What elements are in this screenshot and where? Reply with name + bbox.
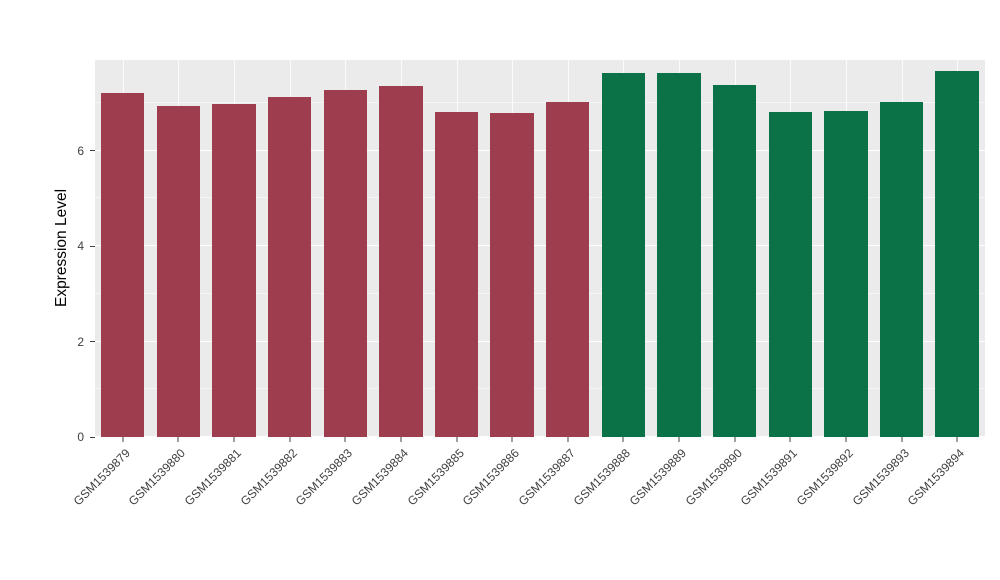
bar-GSM1539883	[323, 90, 367, 437]
plot-area	[95, 60, 985, 437]
x-tick-mark	[456, 437, 458, 442]
gridline-minor	[95, 197, 985, 199]
x-tick-label: GSM1539887	[515, 446, 578, 509]
y-tick-label: 2	[77, 334, 84, 349]
y-tick-mark	[90, 150, 95, 152]
gridline-major	[95, 245, 985, 247]
x-tick-mark	[845, 437, 847, 442]
bar-GSM1539889	[657, 72, 701, 437]
x-tick-label: GSM1539881	[181, 446, 244, 509]
x-tick-label: GSM1539886	[459, 446, 523, 509]
x-tick-label: GSM1539889	[626, 446, 689, 509]
bar-GSM1539886	[490, 112, 534, 437]
x-tick-label: GSM1539883	[292, 446, 356, 509]
x-tick-mark	[678, 437, 680, 442]
x-tick-mark	[511, 437, 513, 442]
gridline-major	[95, 340, 985, 342]
bar-GSM1539881	[212, 104, 256, 437]
bar-GSM1539892	[824, 110, 868, 437]
bar-GSM1539884	[379, 86, 423, 437]
x-tick-label: GSM1539892	[793, 446, 856, 509]
gridline-major	[95, 436, 985, 437]
y-tick-label: 4	[77, 239, 84, 254]
y-tick-mark	[90, 436, 95, 438]
x-tick-mark	[177, 437, 179, 442]
bar-GSM1539885	[434, 111, 479, 437]
bar-GSM1539891	[768, 112, 812, 437]
x-tick-label: GSM1539882	[237, 446, 300, 509]
x-tick-mark	[956, 437, 958, 442]
bar-GSM1539887	[546, 101, 590, 437]
x-tick-label: GSM1539880	[126, 446, 189, 509]
x-tick-mark	[400, 437, 402, 442]
gridline-minor	[95, 101, 985, 103]
y-tick-mark	[90, 341, 95, 343]
bar-GSM1539880	[156, 106, 201, 437]
x-axis: GSM1539879 GSM1539880 GSM1539881 GSM1539882…	[70, 437, 985, 580]
bar-GSM1539890	[712, 84, 757, 437]
x-tick-label: GSM1539891	[737, 446, 801, 509]
x-tick-label: GSM1539894	[904, 446, 968, 509]
bar-GSM1539882	[267, 97, 312, 437]
x-tick-mark	[622, 437, 624, 442]
x-tick-label: GSM1539890	[682, 446, 745, 509]
bar-GSM1539879	[101, 93, 145, 437]
gridline-minor	[95, 388, 985, 390]
bar-GSM1539888	[601, 73, 646, 437]
y-tick-label: 0	[77, 430, 84, 444]
x-tick-label: GSM1539888	[571, 446, 634, 509]
x-tick-label: GSM1539879	[70, 446, 133, 509]
gridline-minor	[95, 292, 985, 294]
x-tick-label: GSM1539893	[849, 446, 912, 509]
y-tick-label: 6	[77, 143, 84, 158]
bar-GSM1539894	[935, 70, 979, 437]
x-tick-mark	[289, 437, 291, 442]
x-tick-mark	[233, 437, 235, 442]
y-axis: 0 2 4 6	[0, 60, 95, 443]
x-tick-mark	[789, 437, 791, 442]
x-tick-mark	[901, 437, 903, 442]
y-tick-mark	[90, 245, 95, 247]
x-tick-mark	[344, 437, 346, 442]
x-tick-mark	[567, 437, 569, 442]
x-tick-mark	[122, 437, 124, 442]
x-tick-mark	[734, 437, 736, 442]
gridline-major	[95, 149, 985, 151]
x-tick-label: GSM1539884	[348, 446, 411, 509]
x-tick-label: GSM1539885	[404, 446, 467, 509]
bar-GSM1539893	[879, 102, 924, 437]
